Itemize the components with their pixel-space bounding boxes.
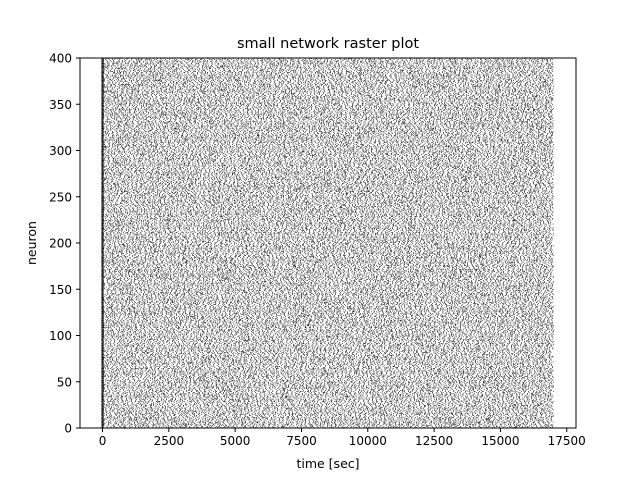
x-tick-label: 15000: [481, 434, 519, 448]
y-tick-label: 50: [57, 375, 72, 389]
x-tick-label: 5000: [220, 434, 251, 448]
y-axis-label: neuron: [24, 221, 39, 265]
y-tick-label: 350: [49, 98, 72, 112]
spike-ticks: [102, 58, 554, 428]
x-tick-label: 7500: [286, 434, 317, 448]
x-tick-label: 17500: [548, 434, 586, 448]
y-tick-label: 150: [49, 283, 72, 297]
x-tick-label: 0: [99, 434, 107, 448]
y-tick-label: 400: [49, 52, 72, 66]
chart-title: small network raster plot: [237, 36, 419, 52]
y-axis-ticks: 0 50 100 150 200 250 300 350 400: [49, 52, 80, 436]
spike-train-layer: [101, 58, 554, 428]
axes-frame: [79, 57, 577, 429]
y-tick-label: 0: [64, 422, 72, 436]
x-tick-label: 2500: [154, 434, 185, 448]
y-tick-label: 200: [49, 237, 72, 251]
y-tick-label: 100: [49, 329, 72, 343]
x-axis-ticks: 0 2500 5000 7500 10000 12500 15000 17500: [99, 428, 586, 448]
y-tick-label: 250: [49, 190, 72, 204]
y-tick-label: 300: [49, 144, 72, 158]
x-axis-label: time [sec]: [296, 456, 359, 471]
x-tick-label: 12500: [415, 434, 453, 448]
x-tick-label: 10000: [349, 434, 387, 448]
